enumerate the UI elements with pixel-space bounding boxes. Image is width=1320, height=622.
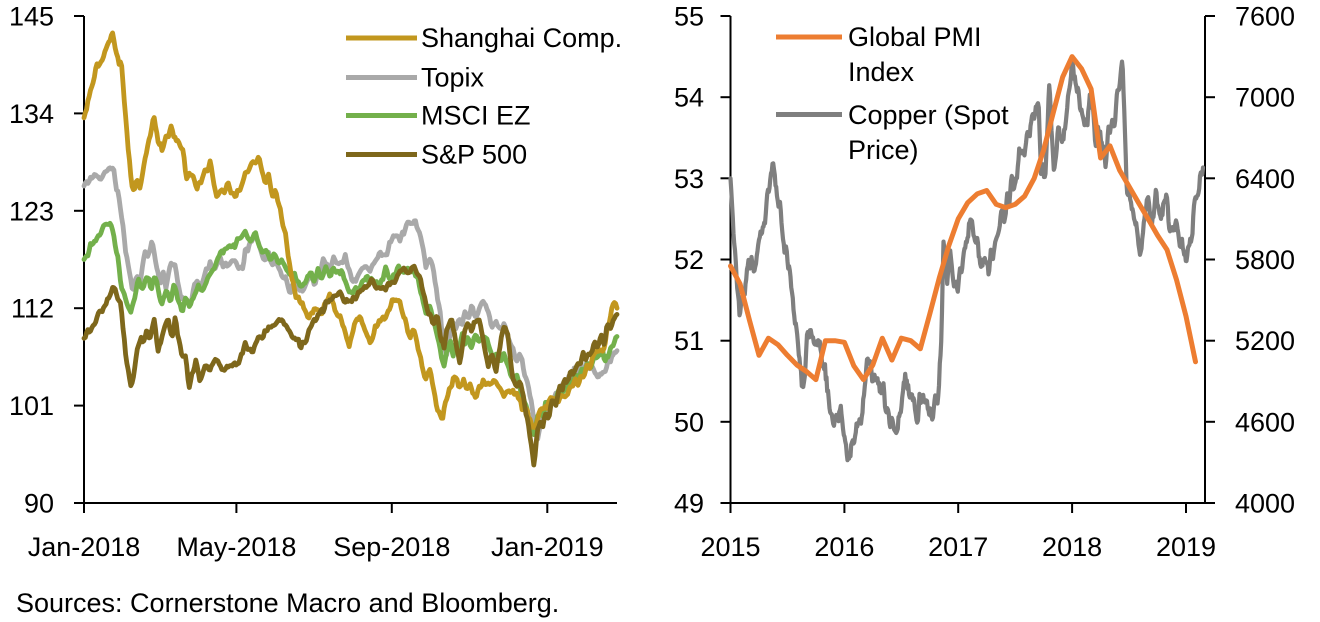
svg-text:6400: 6400 [1235, 164, 1295, 194]
svg-text:Topix: Topix [421, 63, 485, 93]
svg-text:Global PMI: Global PMI [848, 22, 982, 52]
svg-text:2015: 2015 [700, 532, 760, 562]
svg-text:145: 145 [9, 2, 54, 32]
svg-text:5800: 5800 [1235, 245, 1295, 275]
svg-text:MSCI EZ: MSCI EZ [421, 101, 531, 131]
svg-text:112: 112 [11, 294, 54, 324]
svg-text:2018: 2018 [1042, 532, 1102, 562]
svg-text:Jan-2019: Jan-2019 [491, 532, 604, 562]
svg-text:S&P 500: S&P 500 [421, 140, 527, 170]
svg-text:2019: 2019 [1156, 532, 1216, 562]
svg-text:Sep-2018: Sep-2018 [333, 532, 450, 562]
svg-text:May-2018: May-2018 [176, 532, 296, 562]
svg-text:123: 123 [9, 196, 54, 226]
svg-text:50: 50 [674, 407, 704, 437]
svg-text:5200: 5200 [1235, 326, 1295, 356]
svg-text:53: 53 [674, 164, 704, 194]
svg-text:101: 101 [9, 391, 54, 421]
svg-text:7000: 7000 [1235, 83, 1295, 113]
svg-text:Price): Price) [848, 135, 919, 165]
svg-text:7600: 7600 [1235, 2, 1295, 32]
svg-text:4000: 4000 [1235, 489, 1295, 519]
svg-text:49: 49 [674, 489, 704, 519]
svg-text:2017: 2017 [928, 532, 988, 562]
svg-text:134: 134 [9, 99, 54, 129]
svg-text:Sources: Cornerstone Macro and: Sources: Cornerstone Macro and Bloomberg… [16, 588, 559, 618]
svg-text:2016: 2016 [814, 532, 874, 562]
svg-text:52: 52 [674, 245, 704, 275]
svg-text:Shanghai Comp.: Shanghai Comp. [421, 23, 622, 53]
svg-text:Index: Index [848, 57, 915, 87]
svg-text:4600: 4600 [1235, 407, 1295, 437]
svg-text:55: 55 [674, 2, 704, 32]
svg-text:54: 54 [674, 83, 704, 113]
svg-text:Jan-2018: Jan-2018 [28, 532, 141, 562]
svg-text:90: 90 [24, 489, 54, 519]
svg-text:51: 51 [674, 326, 704, 356]
svg-text:Copper (Spot: Copper (Spot [848, 100, 1009, 130]
